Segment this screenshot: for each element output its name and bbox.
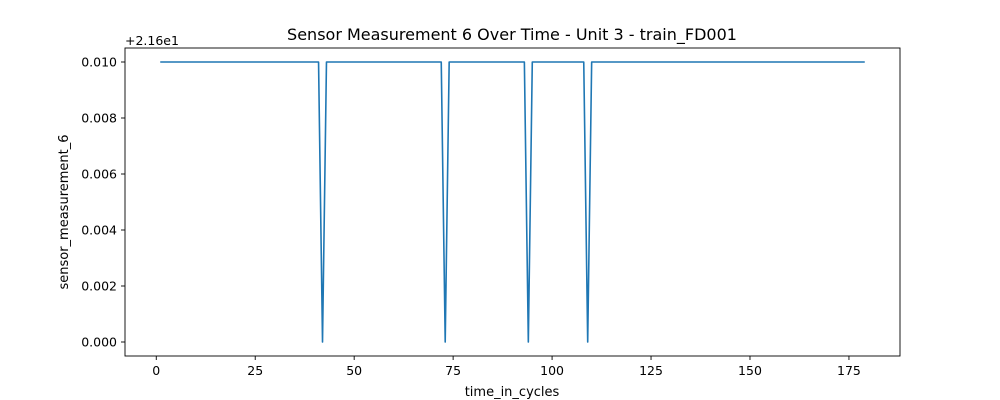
x-tick-label: 175 <box>837 363 861 378</box>
y-tick-label: 0.006 <box>81 167 117 182</box>
x-tick-label: 100 <box>540 363 564 378</box>
y-tick-label: 0.004 <box>81 223 117 238</box>
y-axis-label: sensor_measurement_6 <box>57 134 72 289</box>
x-tick-label: 25 <box>247 363 263 378</box>
x-tick-label: 50 <box>346 363 362 378</box>
plot-area <box>124 47 901 357</box>
chart-title: Sensor Measurement 6 Over Time - Unit 3 … <box>287 25 737 45</box>
y-axis: 0.000 0.002 0.004 0.006 0.008 0.010 <box>81 55 125 350</box>
plot-frame <box>124 47 901 357</box>
x-axis: 0 25 50 75 100 125 150 175 <box>152 356 861 378</box>
y-tick-label: 0.002 <box>81 279 117 294</box>
x-tick-label: 125 <box>639 363 663 378</box>
y-axis-offset-label: +2.16e1 <box>125 33 179 48</box>
x-tick-label: 0 <box>152 363 160 378</box>
y-tick-label: 0.008 <box>81 111 117 126</box>
x-axis-label: time_in_cycles <box>465 385 560 400</box>
y-tick-label: 0.010 <box>81 55 117 70</box>
y-tick-label: 0.000 <box>81 335 117 350</box>
x-tick-label: 75 <box>445 363 461 378</box>
series-line-0 <box>160 61 865 343</box>
x-tick-label: 150 <box>738 363 762 378</box>
